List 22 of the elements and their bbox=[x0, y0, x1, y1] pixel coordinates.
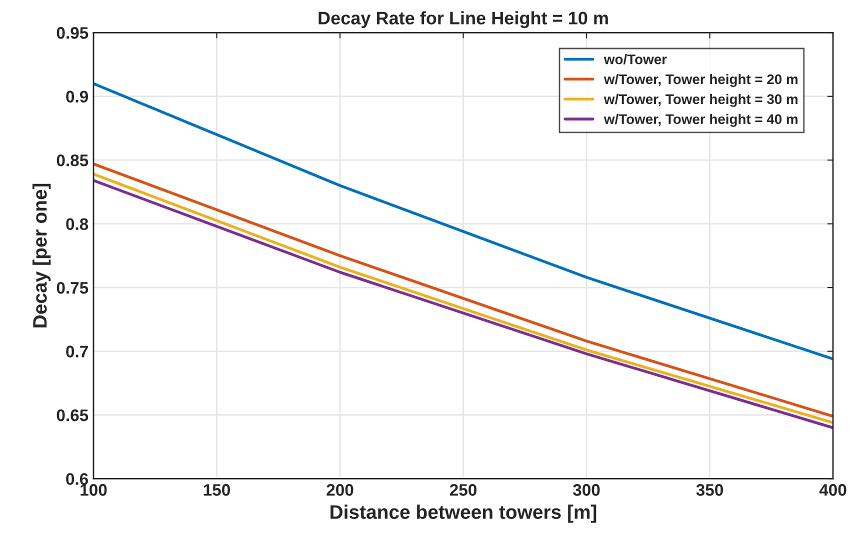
x-tick-label: 350 bbox=[696, 484, 723, 496]
x-tick-label: 300 bbox=[572, 484, 600, 496]
legend-label: w/Tower, Tower height = 20 m bbox=[604, 74, 798, 87]
x-axis-title: Distance between towers [m] bbox=[330, 504, 596, 523]
x-tick-label: 150 bbox=[204, 484, 230, 496]
y-tick-label: 0.8 bbox=[66, 218, 88, 230]
legend-label: w/Tower, Tower height = 30 m bbox=[604, 94, 798, 107]
x-tick-label: 400 bbox=[819, 484, 846, 496]
y-tick-label: 0.95 bbox=[56, 27, 88, 39]
x-tick-label: 200 bbox=[326, 484, 354, 496]
y-tick-label: 0.6 bbox=[66, 473, 88, 485]
y-tick-label: 0.9 bbox=[66, 90, 88, 103]
x-tick-label: 250 bbox=[450, 484, 476, 496]
y-tick-label: 0.65 bbox=[56, 409, 88, 422]
y-tick-label: 0.85 bbox=[56, 154, 88, 166]
chart-title: Decay Rate for Line Height = 10 m bbox=[318, 11, 608, 28]
y-tick-label: 0.75 bbox=[56, 282, 88, 294]
legend-label: w/Tower, Tower height = 40 m bbox=[604, 114, 798, 127]
y-axis-title: Decay [per one] bbox=[32, 184, 51, 328]
y-tick-label: 0.7 bbox=[66, 346, 88, 358]
x-tick-label: 100 bbox=[80, 484, 107, 496]
legend-label: wo/Tower bbox=[604, 54, 667, 64]
